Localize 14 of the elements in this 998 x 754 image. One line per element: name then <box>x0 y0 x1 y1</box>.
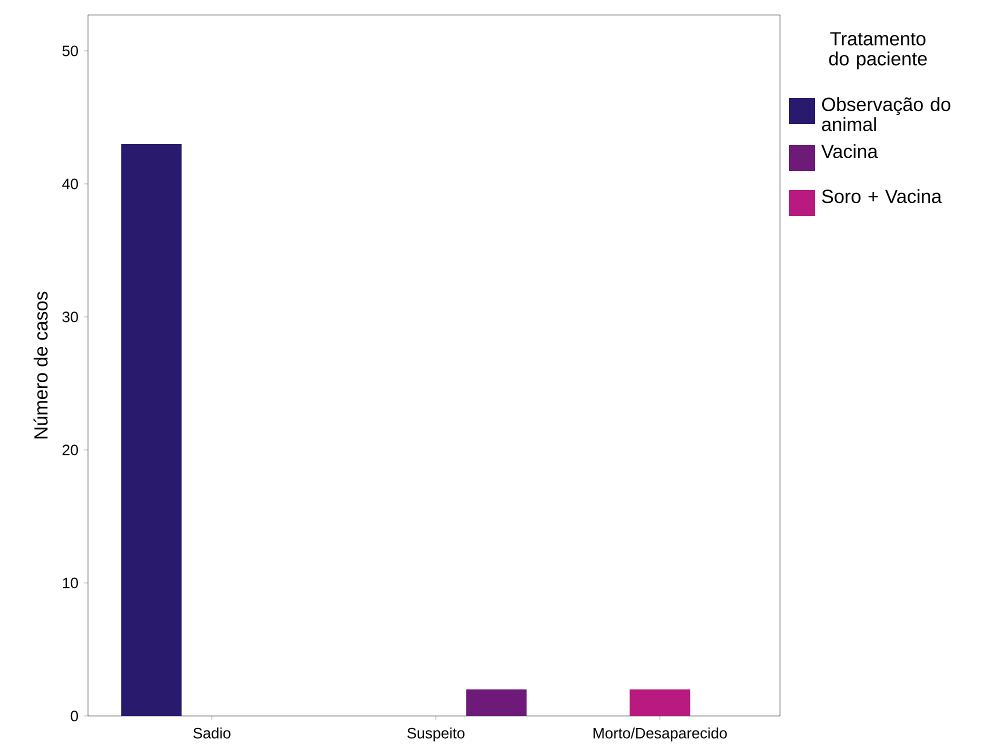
legend-label: Vacina <box>821 144 878 158</box>
y-tick-label: 50 <box>62 46 78 56</box>
y-tick-label: 40 <box>62 178 78 190</box>
legend-title: Tratamento do paciente <box>829 32 927 70</box>
y-tick-label: 0 <box>70 710 78 722</box>
x-tick-label: Suspeito <box>407 727 464 742</box>
legend-label: Soro + Vacina <box>822 189 942 204</box>
y-tick-label: 20 <box>62 444 78 456</box>
y-tick-label: 30 <box>62 312 78 322</box>
legend-label: Observação do animal <box>822 97 950 132</box>
y-tick-label: 10 <box>63 578 78 588</box>
y-axis-title: Número de casos <box>33 292 48 438</box>
x-tick-label: Morto/Desaparecido <box>594 727 727 742</box>
x-tick-label: Sadio <box>193 727 230 738</box>
